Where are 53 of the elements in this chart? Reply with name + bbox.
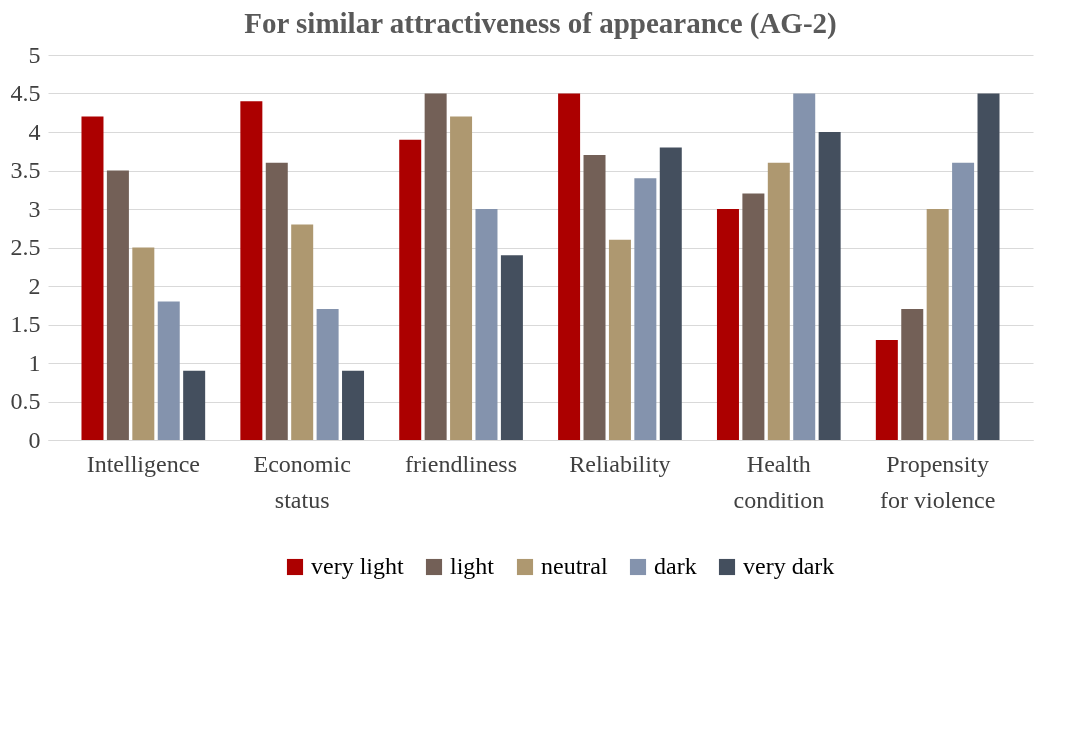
y-tick-label: 2 [28,272,41,299]
bar [399,139,422,440]
bar [291,224,314,440]
x-tick-label: Health condition [733,450,825,513]
bar [132,247,155,440]
bar [475,209,498,440]
y-tick-label: 2.5 [10,234,41,260]
y-tick-label: 0 [28,426,41,453]
y-tick-label: 4 [28,118,41,145]
bar [183,370,206,440]
bar [265,162,288,440]
bar [901,309,924,440]
y-tick-label: 0.5 [10,388,41,414]
bar [558,93,581,440]
bar [424,93,447,440]
bar [157,301,180,440]
y-tick-label: 1 [28,349,41,376]
bar [742,193,765,440]
x-tick-label: Economic status [253,450,351,513]
y-tick-label: 4.5 [10,80,41,106]
x-tick-label: Intelligence [86,450,200,477]
bar [81,116,104,440]
bar [716,209,739,440]
bar [875,339,898,440]
y-tick-label: 3.5 [10,157,41,183]
bar [342,370,365,440]
bar [634,178,657,440]
bar [818,132,841,440]
x-tick-label: Propensity for violence [880,450,996,513]
legend-label: very light [311,553,404,579]
y-tick-label: 3 [28,195,41,222]
bar [952,162,975,440]
bar [583,155,606,440]
chart-title: For similar attractiveness of appearance (AG-2) [244,7,837,40]
bar [767,162,790,440]
bar [926,209,949,440]
legend-label: neutral [541,553,608,579]
bar [316,309,339,440]
x-tick-label: Reliability [569,450,671,477]
y-tick-label: 5 [28,41,41,68]
bar [977,93,1000,440]
y-tick-label: 1.5 [10,311,41,337]
bar [240,101,263,440]
bar [500,255,523,440]
legend-label: very dark [743,553,835,579]
bar [608,239,631,440]
bar [106,170,129,440]
bar [450,116,473,440]
bar [793,93,816,440]
bar [659,147,682,440]
legend-label: dark [654,553,697,579]
x-tick-label: friendliness [405,450,518,477]
legend-label: light [450,553,495,579]
